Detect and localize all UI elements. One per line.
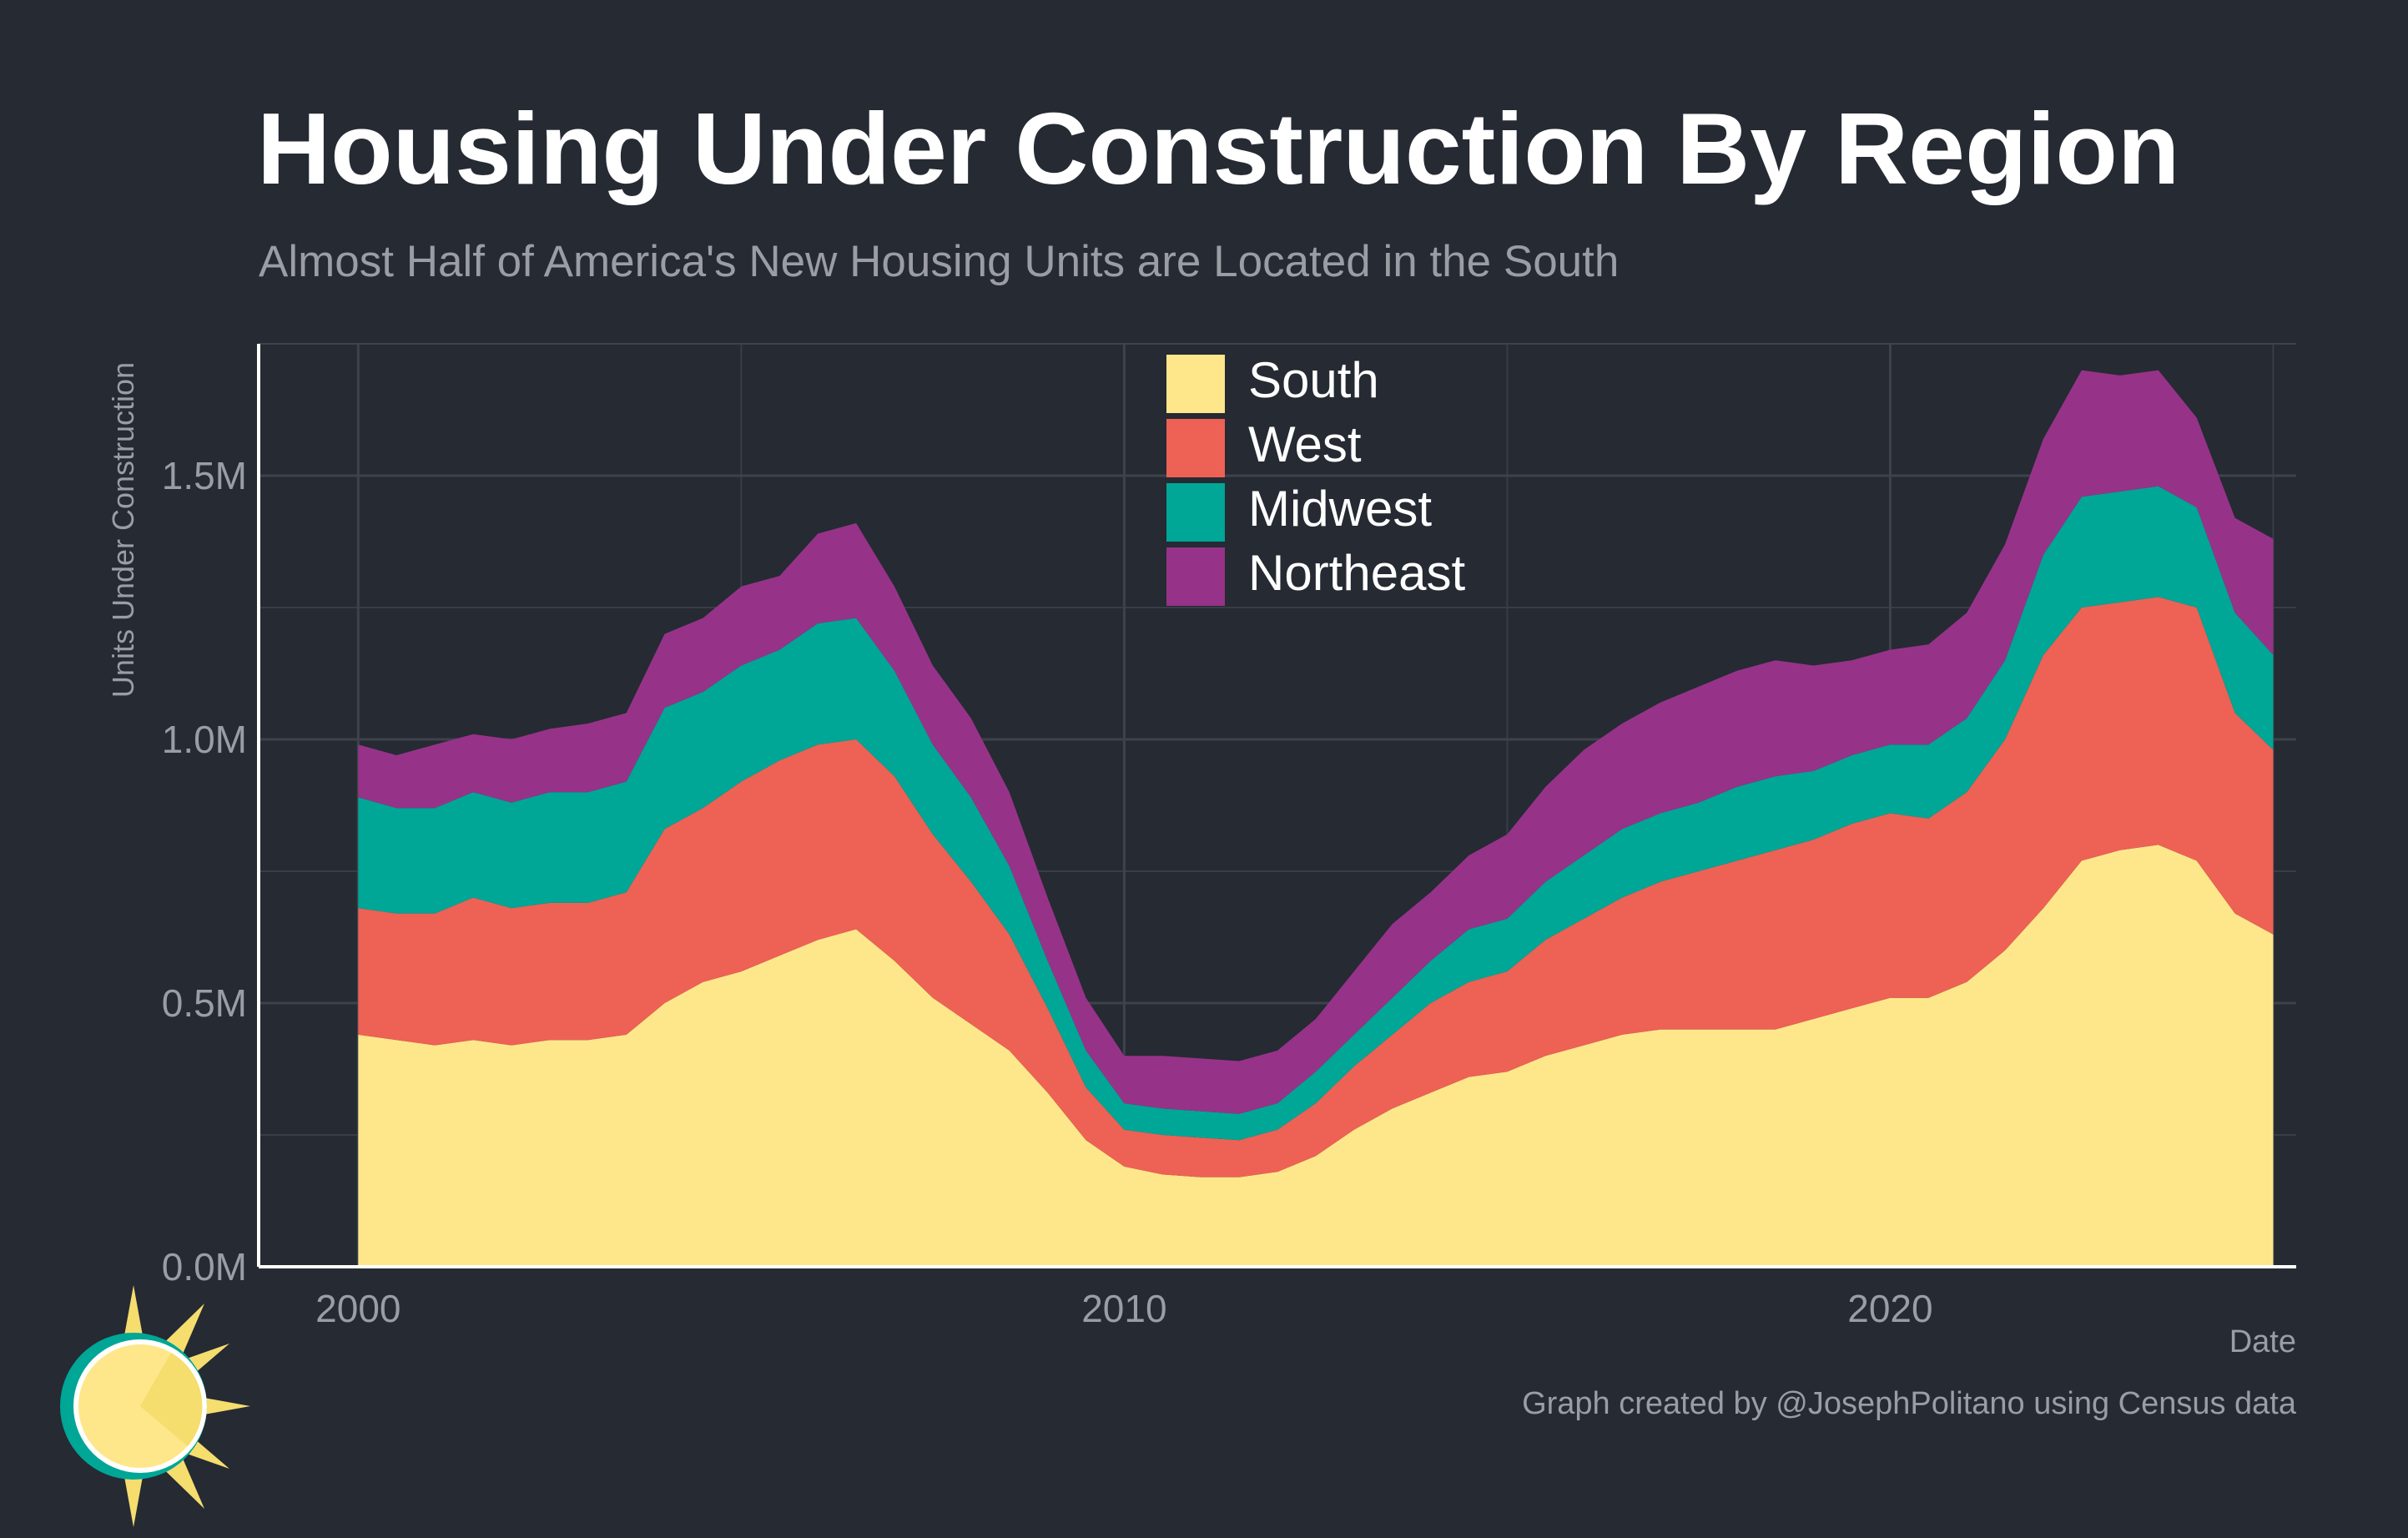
y-tick-label: 0.0M (162, 1245, 247, 1288)
legend-swatch-midwest (1166, 483, 1225, 542)
y-tick-label: 1.5M (162, 454, 247, 497)
area-west (358, 597, 2274, 1177)
x-tick-label: 2020 (1847, 1287, 1932, 1330)
legend-swatch-west (1166, 419, 1225, 477)
area-south (358, 845, 2274, 1267)
tick-labels: 0.0M 0.5M 1.0M 1.5M 2000 2010 2020 (162, 454, 1933, 1330)
legend: South West Midwest Northeast (1166, 352, 1465, 606)
axes (257, 344, 2296, 1268)
legend-label-northeast: Northeast (1248, 545, 1465, 601)
y-tick-label: 1.0M (162, 718, 247, 761)
legend-label-west: West (1248, 416, 1362, 472)
x-tick-label: 2010 (1081, 1287, 1166, 1330)
sun-logo-icon (60, 1285, 250, 1527)
legend-swatch-northeast (1166, 547, 1225, 606)
area-northeast (358, 370, 2274, 1114)
legend-swatch-south (1166, 355, 1225, 413)
x-axis-label: Date (2229, 1324, 2296, 1359)
source-caption: Graph created by @JosephPolitano using C… (1522, 1386, 2296, 1421)
area-midwest (358, 486, 2274, 1141)
x-tick-label: 2000 (315, 1287, 400, 1330)
series-areas (358, 370, 2274, 1267)
legend-label-midwest: Midwest (1248, 481, 1432, 537)
y-tick-label: 0.5M (162, 981, 247, 1025)
chart-title: Housing Under Construction By Region (257, 92, 2180, 205)
legend-label-south: South (1248, 352, 1379, 408)
y-axis-label: Units Under Construction (106, 362, 140, 698)
chart-subtitle: Almost Half of America's New Housing Uni… (259, 237, 1620, 286)
